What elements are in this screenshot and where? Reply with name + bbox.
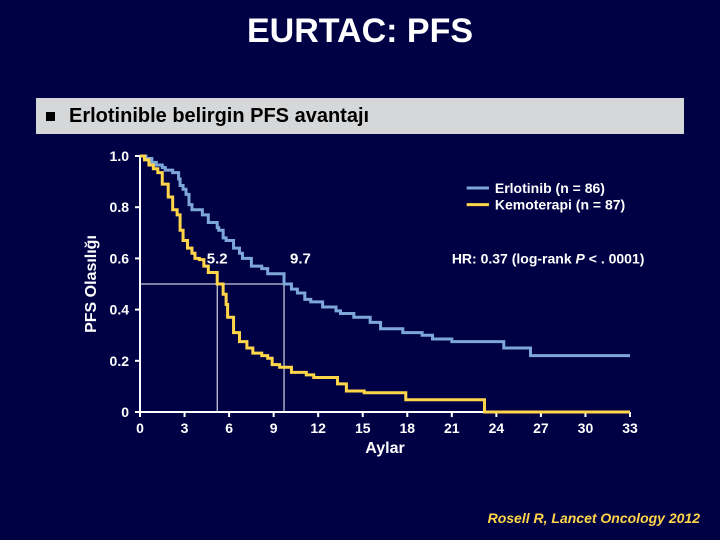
page-title: EURTAC: PFS bbox=[0, 12, 720, 51]
svg-text:0.2: 0.2 bbox=[110, 353, 130, 369]
svg-text:0.8: 0.8 bbox=[110, 199, 130, 215]
pfs-chart: 0 0.2 0.4 0.6 0.8 1.0 0 3 6 9 12 15 18 21 24 27 30 33 Ayla… bbox=[80, 150, 640, 460]
svg-text:18: 18 bbox=[399, 420, 415, 436]
svg-text:24: 24 bbox=[489, 420, 505, 436]
svg-text:33: 33 bbox=[622, 420, 638, 436]
svg-text:0: 0 bbox=[121, 404, 129, 420]
svg-text:Aylar: Aylar bbox=[365, 440, 404, 457]
svg-text:9: 9 bbox=[270, 420, 278, 436]
svg-text:0.6: 0.6 bbox=[110, 250, 130, 266]
svg-text:15: 15 bbox=[355, 420, 371, 436]
svg-text:5.2: 5.2 bbox=[207, 250, 228, 267]
citation: Rosell R, Lancet Oncology 2012 bbox=[0, 510, 700, 526]
svg-text:27: 27 bbox=[533, 420, 549, 436]
svg-text:21: 21 bbox=[444, 420, 460, 436]
legend-label: Erlotinib (n = 86) bbox=[495, 180, 605, 196]
svg-text:3: 3 bbox=[181, 420, 189, 436]
svg-text:0.4: 0.4 bbox=[110, 302, 130, 318]
svg-text:1.0: 1.0 bbox=[110, 148, 130, 164]
svg-text:PFS Olasılığı: PFS Olasılığı bbox=[83, 235, 100, 333]
bullet-square bbox=[46, 112, 55, 121]
svg-text:6: 6 bbox=[225, 420, 233, 436]
bullet-text: Erlotinible belirgin PFS avantajı bbox=[69, 105, 369, 128]
svg-text:9.7: 9.7 bbox=[290, 250, 311, 267]
bullet-bar: Erlotinible belirgin PFS avantajı bbox=[36, 98, 684, 134]
svg-text:12: 12 bbox=[310, 420, 326, 436]
hr-label: HR: 0.37 (log-rank P < . 0001) bbox=[452, 250, 645, 266]
svg-text:0: 0 bbox=[136, 420, 144, 436]
svg-text:30: 30 bbox=[578, 420, 594, 436]
legend-label: Kemoterapi (n = 87) bbox=[495, 197, 625, 213]
